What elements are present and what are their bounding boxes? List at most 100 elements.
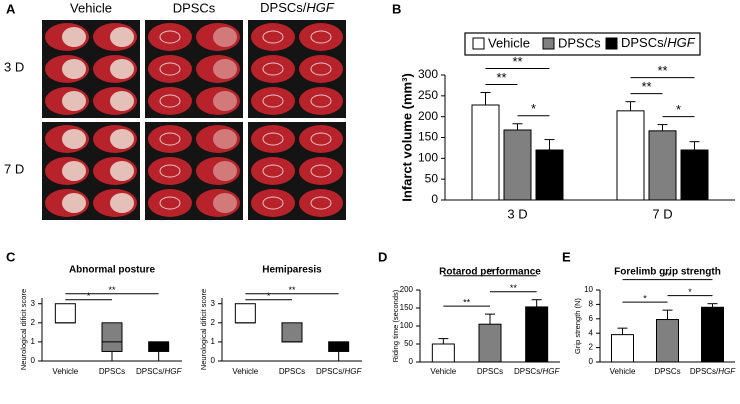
y-axis-label: Infarct volume (mm³) (399, 73, 414, 202)
brain-slice (148, 87, 192, 115)
bar (648, 130, 677, 201)
y-tick-label: 4 (589, 328, 594, 337)
box (281, 322, 303, 343)
x-tick-label: DPSCs/HGF (136, 367, 182, 376)
y-tick-label: 3 (31, 299, 36, 308)
panel-label: A (6, 1, 16, 16)
x-tick-label: Vehicle (610, 367, 636, 376)
significance-label: * (676, 102, 681, 117)
significance-label: ** (496, 70, 506, 85)
y-tick-label: 2 (211, 318, 216, 327)
slice-detail (159, 164, 181, 178)
slice-detail (262, 62, 284, 76)
slice-detail (159, 132, 181, 146)
slice-detail (262, 164, 284, 178)
slice-detail (159, 94, 181, 108)
slice-detail (262, 132, 284, 146)
y-tick-label: 250 (418, 88, 438, 102)
infarct (110, 27, 134, 47)
brain-slice (251, 157, 295, 185)
infarct (110, 129, 134, 149)
x-tick-label: 7 D (652, 206, 672, 221)
panel-label: B (392, 1, 401, 16)
brain-slice (299, 23, 343, 51)
brain-slice (299, 87, 343, 115)
bar (656, 319, 679, 363)
brain-slice (251, 23, 295, 51)
bar (471, 104, 500, 201)
x-tick-label: Vehicle (430, 367, 456, 376)
x-tick-label: DPSCs (654, 367, 680, 376)
panel-label: E (562, 249, 571, 264)
x-tick-label: DPSCs/HGF (514, 367, 560, 376)
brain-slice (148, 55, 192, 83)
bar (535, 149, 564, 201)
significance-label: * (267, 291, 271, 301)
infarct (110, 91, 134, 111)
legend-swatch (472, 37, 485, 50)
y-tick-label: 0 (589, 357, 594, 366)
legend-swatch (605, 37, 618, 50)
slice-detail (159, 196, 181, 210)
infarct (213, 27, 237, 47)
y-tick-label: 100 (418, 151, 438, 165)
x-tick-label: Vehicle (52, 367, 78, 376)
y-tick-label: 1 (31, 337, 36, 346)
significance-label: ** (288, 285, 296, 295)
brain-slice (299, 189, 343, 217)
y-tick-label: 300 (418, 67, 438, 81)
bar (616, 110, 645, 201)
bar (611, 334, 634, 363)
significance-label: ** (463, 297, 471, 307)
box (148, 341, 170, 352)
y-tick-label: 8 (589, 300, 594, 309)
y-tick-label: 0 (409, 357, 414, 366)
chart-title: Forelimb grip strength (614, 267, 721, 278)
y-tick-label: 50 (404, 339, 413, 348)
y-tick-label: 200 (418, 109, 438, 123)
slice-detail (310, 62, 332, 76)
infarct (213, 193, 237, 213)
infarct (213, 161, 237, 181)
y-tick-label: 200 (400, 285, 414, 294)
row-label: 3 D (4, 59, 24, 74)
significance-label: ** (108, 285, 116, 295)
y-axis-label: Neurological dificit score (19, 289, 28, 370)
slice-detail (310, 164, 332, 178)
y-axis-label: Neurological dificit score (199, 289, 208, 370)
bar (503, 129, 532, 201)
bar (478, 323, 502, 363)
brain-slice (148, 23, 192, 51)
significance-label: ** (486, 267, 494, 277)
significance-label: * (688, 287, 692, 297)
infarct (110, 59, 134, 79)
y-tick-label: 0 (431, 192, 438, 206)
legend-box (464, 32, 701, 56)
brain-slice (251, 87, 295, 115)
y-tick-label: 0 (31, 356, 36, 365)
bar (525, 306, 549, 363)
panel-label: D (378, 249, 387, 264)
infarct (213, 91, 237, 111)
brain-slice (299, 125, 343, 153)
infarct (213, 129, 237, 149)
slice-detail (310, 94, 332, 108)
legend-label: DPSCs/HGF (621, 35, 696, 50)
row-label: 7 D (4, 161, 24, 176)
brain-slice (251, 125, 295, 153)
significance-label: ** (641, 79, 651, 94)
legend-label: DPSCs (558, 35, 601, 50)
y-tick-label: 0 (211, 356, 216, 365)
column-header: Vehicle (70, 0, 112, 15)
brain-slice (299, 55, 343, 83)
infarct (62, 27, 86, 47)
box (101, 322, 123, 352)
significance-label: ** (510, 283, 518, 293)
significance-label: ** (657, 63, 667, 78)
box (328, 341, 350, 352)
significance-label: * (643, 294, 647, 304)
box (234, 303, 256, 324)
x-tick-label: DPSCs (99, 367, 125, 376)
infarct (213, 59, 237, 79)
